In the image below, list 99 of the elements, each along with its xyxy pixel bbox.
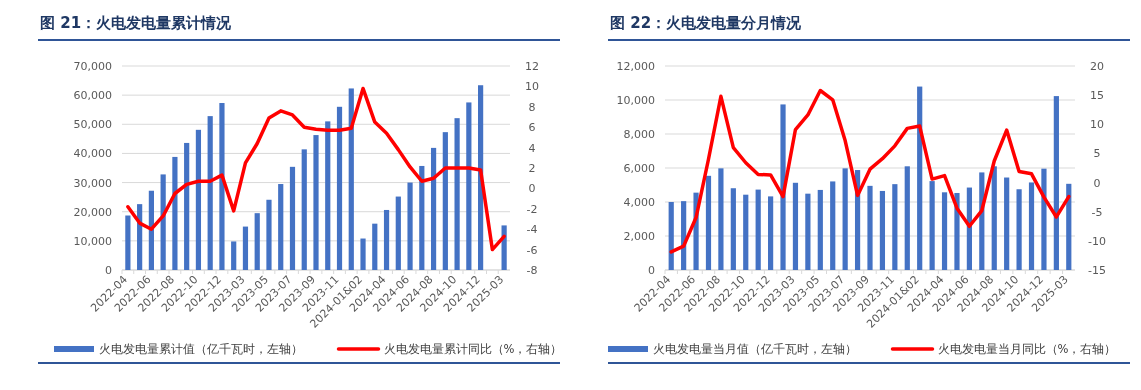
line-series: [669, 88, 1071, 254]
bar: [768, 196, 774, 270]
y2-tick-label: -10: [1088, 234, 1106, 248]
bar: [231, 241, 237, 270]
bar: [941, 192, 948, 270]
bar: [792, 182, 799, 270]
bar: [383, 209, 390, 270]
bar: [430, 147, 437, 270]
bar: [830, 181, 836, 270]
bar: [289, 166, 296, 270]
y2-tick-label: 2: [528, 162, 536, 175]
bar: [313, 135, 319, 270]
y2-tick-label: -4: [526, 223, 538, 237]
y2-tick-label: -8: [526, 264, 538, 277]
chart-title: 图 21：火电发电量累计情况: [40, 14, 233, 32]
y-tick-label: 10,000: [73, 234, 112, 248]
y-tick-label: 0: [105, 264, 112, 277]
y2-tick-label: 6: [528, 121, 536, 135]
bar: [125, 215, 131, 270]
y-tick-label: 2,000: [623, 230, 655, 243]
bar: [195, 129, 202, 270]
bar: [730, 188, 736, 270]
bar: [805, 193, 811, 270]
y-tick-label: 30,000: [73, 176, 112, 190]
y2-tick-label: 0: [528, 182, 536, 196]
bar: [454, 118, 460, 270]
bar: [254, 213, 260, 270]
y-tick-label: 20,000: [73, 205, 112, 219]
y-tick-label: 70,000: [73, 60, 112, 73]
bar: [668, 202, 674, 270]
y2-tick-label: 15: [1090, 89, 1104, 103]
bar: [219, 103, 225, 270]
bar: [867, 185, 873, 270]
y2-tick-label: 10: [1090, 118, 1104, 132]
y-tick-label: 4,000: [623, 196, 655, 209]
bar: [892, 184, 898, 270]
bar: [501, 225, 507, 270]
y-tick-label: 40,000: [73, 147, 112, 161]
bar: [917, 86, 923, 270]
bar: [372, 223, 378, 270]
y-tick-label: 12,000: [616, 60, 655, 73]
y2-tick-label: 10: [525, 80, 539, 94]
bar: [336, 106, 343, 270]
y-tick-label: 8,000: [623, 128, 655, 141]
bar: [904, 166, 910, 270]
y2-tick-label: 8: [528, 100, 536, 114]
bar: [743, 194, 749, 270]
y2-tick-label: -2: [526, 202, 538, 216]
bar: [172, 156, 178, 270]
bar: [718, 168, 724, 270]
legend-label: 火电发电量累计值（亿千瓦时，左轴）: [99, 342, 303, 356]
legend-label: 火电发电量当月值（亿千瓦时，左轴）: [653, 342, 857, 356]
y2-tick-label: -6: [526, 243, 538, 257]
bar: [395, 196, 401, 270]
y-tick-label: 10,000: [616, 94, 655, 107]
legend-label: 火电发电量当月同比（%，右轴）: [937, 342, 1117, 356]
y-tick-label: 0: [648, 264, 655, 277]
y2-tick-label: 5: [1093, 147, 1101, 161]
bar: [419, 165, 425, 270]
y2-tick-label: -5: [1091, 205, 1103, 219]
bar: [348, 88, 354, 270]
bar: [242, 226, 249, 270]
bar: [1066, 183, 1072, 270]
bar: [466, 102, 472, 270]
bar: [442, 132, 448, 270]
bar: [148, 190, 154, 270]
y2-tick-label: 20: [1090, 60, 1104, 73]
bar: [184, 142, 190, 270]
bar: [360, 238, 366, 270]
bar: [879, 190, 886, 270]
bar: [780, 104, 786, 270]
y2-tick-label: 4: [528, 141, 536, 155]
bar: [266, 199, 272, 270]
bar: [817, 189, 823, 270]
bar: [301, 149, 307, 270]
bar: [929, 181, 935, 270]
y-tick-label: 60,000: [73, 89, 112, 103]
chart-title: 图 22：火电发电量分月情况: [610, 14, 803, 32]
bar: [1041, 168, 1047, 270]
y2-tick-label: 12: [525, 60, 539, 73]
line-series: [126, 86, 506, 252]
legend-label: 火电发电量累计同比（%，右轴）: [383, 342, 563, 356]
bar: [1028, 182, 1035, 270]
bar: [1016, 189, 1022, 270]
bar: [1004, 177, 1010, 270]
y-tick-label: 50,000: [73, 118, 112, 132]
y2-tick-label: 0: [1093, 176, 1101, 190]
bar: [160, 174, 166, 270]
y-tick-label: 6,000: [623, 162, 655, 175]
y2-tick-label: -15: [1088, 264, 1106, 277]
bar: [755, 189, 761, 270]
bar: [842, 168, 848, 270]
bar: [278, 184, 284, 270]
bar: [705, 175, 712, 270]
bar: [991, 166, 997, 270]
bar: [207, 116, 213, 270]
bar: [1053, 96, 1059, 270]
bar: [407, 182, 413, 270]
bar: [325, 121, 331, 270]
